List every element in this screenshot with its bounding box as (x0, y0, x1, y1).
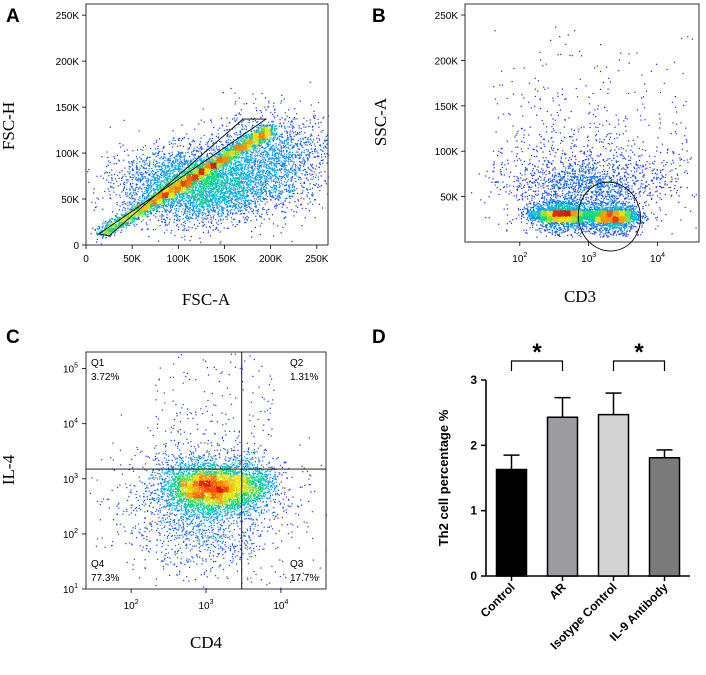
event-a (92, 228, 93, 229)
panel-a: A 0 50K 100K 150K 200K 250K 050K100K150K200K2… (0, 4, 329, 309)
event-a (143, 214, 144, 215)
panel-label-a: A (6, 6, 20, 27)
event-a (117, 223, 118, 224)
event-a (258, 130, 259, 131)
event-a (130, 208, 131, 209)
event-a (164, 204, 165, 205)
event-a (274, 126, 275, 127)
event-a (98, 228, 99, 229)
event-a (96, 241, 97, 242)
event-a (111, 218, 112, 219)
event-a (215, 160, 216, 161)
event-a (114, 233, 115, 234)
event-a (147, 214, 148, 215)
figure: A 0 50K 100K 150K 200K 250K 050K100K150K200K2… (0, 0, 706, 675)
dots-a (87, 82, 329, 245)
event-a (114, 219, 115, 220)
event-a (276, 134, 277, 135)
event-a (275, 135, 276, 136)
event-a (131, 207, 132, 208)
event-a (105, 221, 106, 222)
event-a (148, 198, 149, 199)
event-a (256, 127, 257, 128)
event-a (106, 237, 107, 238)
event-a (276, 128, 277, 129)
event-a (120, 232, 121, 233)
event-a (111, 221, 112, 222)
event-a (102, 230, 103, 231)
event-a (123, 219, 124, 220)
event-a (103, 221, 104, 222)
event-a (111, 222, 112, 223)
event-a (99, 232, 100, 233)
event-a (96, 232, 97, 233)
event-a (268, 127, 269, 128)
event-a (137, 202, 138, 203)
event-a (238, 140, 239, 141)
event-a (112, 218, 113, 219)
event-a (134, 217, 135, 218)
event-a (101, 235, 102, 236)
event-a (242, 139, 243, 140)
event-a (121, 230, 122, 231)
event-a (101, 244, 102, 245)
